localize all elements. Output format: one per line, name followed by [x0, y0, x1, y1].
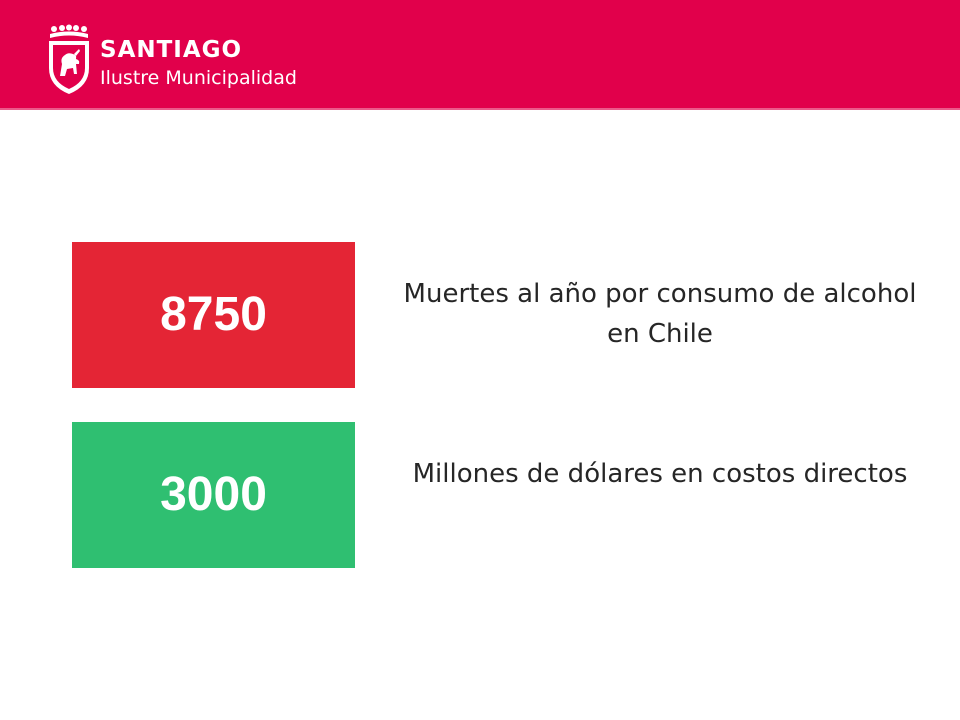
stat-box-deaths: 8750	[72, 242, 355, 388]
stat-description-costs: Millones de dólares en costos directos	[412, 459, 908, 489]
org-name: SANTIAGO	[100, 37, 243, 63]
stat-description-deaths: Muertes al año por consumo de alcohol en…	[403, 279, 917, 350]
org-subtitle: Ilustre Municipalidad	[100, 67, 297, 89]
stat-value-deaths: 8750	[160, 288, 267, 341]
header-bar: SANTIAGO Ilustre Municipalidad	[0, 0, 960, 110]
santiago-crest-icon	[49, 24, 89, 94]
header-divider	[0, 108, 960, 110]
stat-value-costs: 3000	[160, 468, 267, 521]
stat-box-costs: 3000	[72, 422, 355, 568]
municipality-logo[interactable]: SANTIAGO Ilustre Municipalidad	[46, 24, 346, 96]
